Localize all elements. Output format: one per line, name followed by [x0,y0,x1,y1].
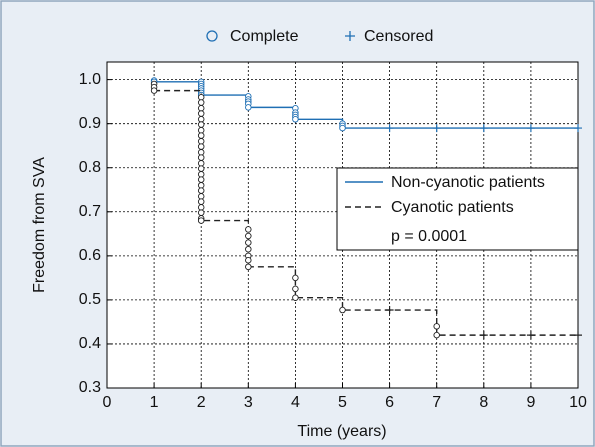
x-tick-label: 4 [291,394,300,411]
complete-marker [197,149,205,156]
censored-marker [385,124,394,133]
complete-marker [197,143,205,150]
y-tick-label: 0.8 [79,159,101,176]
censored-marker [526,331,535,340]
complete-marker [433,323,440,330]
censored-marker [574,124,582,133]
censored-marker [479,124,488,133]
complete-marker [197,198,205,205]
x-tick-label: 8 [479,394,488,411]
complete-marker [197,160,205,167]
y-tick-label: 0.6 [79,247,101,264]
complete-marker [292,285,299,293]
complete-marker [197,217,205,224]
x-axis-label: Time (years) [297,423,386,440]
censored-symbol [345,31,355,41]
legend-label: Cyanotic patients [391,199,514,216]
censored-marker [574,331,582,340]
censored-marker [385,306,394,315]
x-tick-label: 3 [244,394,253,411]
complete-marker [197,121,205,128]
legend-censored: Censored [364,28,433,45]
x-tick-label: 2 [197,394,206,411]
complete-marker [433,331,440,339]
x-tick-label: 1 [150,394,159,411]
complete-marker [197,110,205,117]
complete-marker [197,171,205,178]
complete-marker [197,127,205,134]
complete-marker [197,132,205,139]
complete-marker [197,105,205,112]
complete-marker [197,165,205,172]
complete-marker [197,99,205,106]
complete-marker [197,116,205,123]
y-tick-label: 0.7 [79,203,101,220]
censored-marker [479,331,488,340]
complete-marker [197,93,205,101]
censored-marker [526,124,535,133]
complete-marker [197,176,205,183]
complete-marker [245,256,252,264]
complete-marker [292,294,299,301]
complete-marker [245,239,252,246]
legend-complete: Complete [230,28,299,45]
complete-marker [197,182,205,189]
y-axis-label: Freedom from SVA [31,157,48,293]
complete-marker [197,138,205,145]
x-tick-label: 7 [432,394,441,411]
x-tick-label: 9 [526,394,535,411]
y-tick-label: 0.3 [79,379,101,396]
x-tick-label: 6 [385,394,394,411]
complete-marker [197,209,205,216]
complete-marker [197,204,205,211]
complete-marker [245,232,252,240]
legend-label: Non-cyanotic patients [391,174,545,191]
complete-marker [245,263,252,271]
complete-marker [292,116,299,123]
complete-marker [245,226,252,233]
complete-marker [245,104,252,111]
complete-marker [197,193,205,200]
complete-marker [339,306,346,314]
complete-symbol [206,30,218,42]
p-value: p = 0.0001 [391,228,467,245]
complete-marker [197,154,205,161]
y-tick-label: 0.4 [79,335,101,352]
x-tick-label: 0 [103,394,112,411]
x-tick-label: 5 [338,394,347,411]
censored-marker [432,124,441,133]
x-tick-label: 10 [569,394,587,411]
complete-marker [339,124,346,132]
y-tick-label: 0.5 [79,291,101,308]
complete-marker [245,245,252,253]
complete-marker [292,274,299,282]
complete-marker [197,187,205,194]
y-tick-label: 1.0 [79,71,101,88]
y-tick-label: 0.9 [79,115,101,132]
complete-marker [150,87,158,94]
